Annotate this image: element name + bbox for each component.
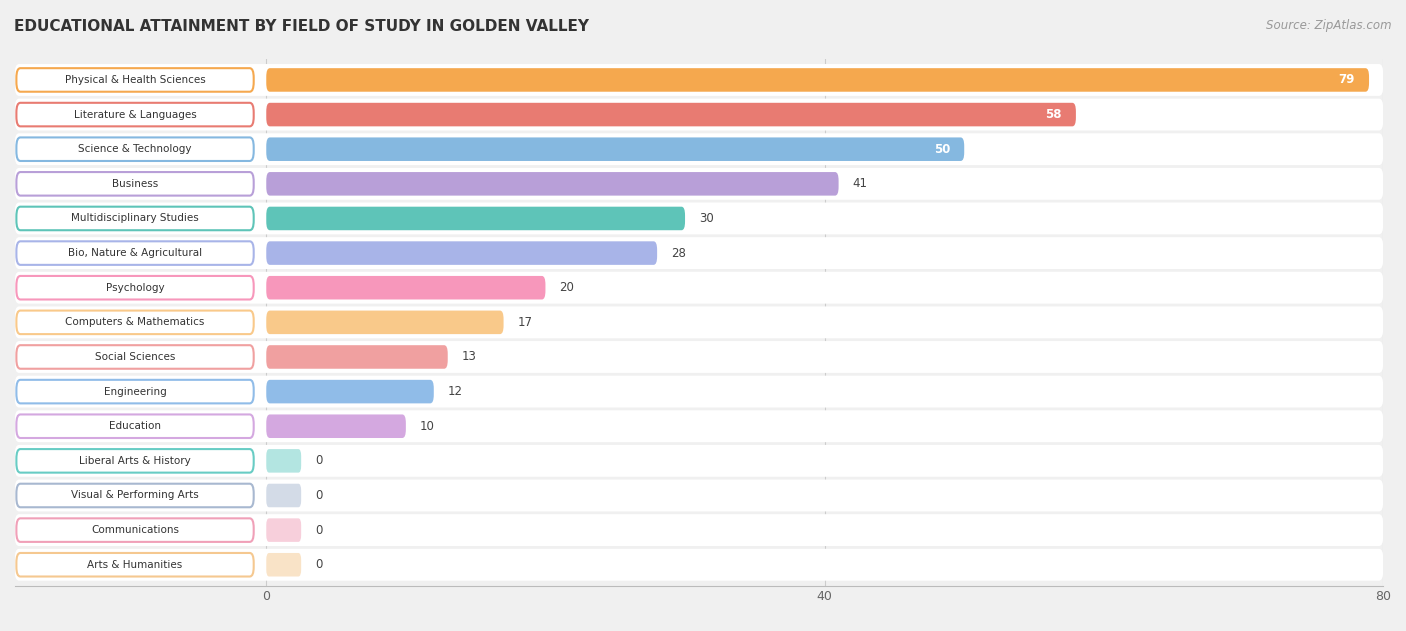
Text: Arts & Humanities: Arts & Humanities xyxy=(87,560,183,570)
Text: 20: 20 xyxy=(560,281,574,294)
FancyBboxPatch shape xyxy=(14,341,1384,373)
FancyBboxPatch shape xyxy=(17,518,253,542)
FancyBboxPatch shape xyxy=(266,103,1076,126)
FancyBboxPatch shape xyxy=(17,380,253,403)
FancyBboxPatch shape xyxy=(266,138,965,161)
Text: Multidisciplinary Studies: Multidisciplinary Studies xyxy=(72,213,198,223)
Text: Engineering: Engineering xyxy=(104,387,166,397)
FancyBboxPatch shape xyxy=(266,172,838,196)
FancyBboxPatch shape xyxy=(17,207,253,230)
FancyBboxPatch shape xyxy=(14,203,1384,234)
FancyBboxPatch shape xyxy=(14,480,1384,511)
FancyBboxPatch shape xyxy=(14,237,1384,269)
Text: 0: 0 xyxy=(315,489,322,502)
Text: 58: 58 xyxy=(1046,108,1062,121)
FancyBboxPatch shape xyxy=(14,410,1384,442)
Text: 79: 79 xyxy=(1339,73,1355,86)
FancyBboxPatch shape xyxy=(17,276,253,300)
Text: 0: 0 xyxy=(315,524,322,536)
Text: Visual & Performing Arts: Visual & Performing Arts xyxy=(72,490,198,500)
FancyBboxPatch shape xyxy=(266,241,657,265)
Text: 17: 17 xyxy=(517,316,533,329)
FancyBboxPatch shape xyxy=(17,103,253,126)
FancyBboxPatch shape xyxy=(266,553,301,577)
Text: 0: 0 xyxy=(315,558,322,571)
FancyBboxPatch shape xyxy=(266,484,301,507)
Text: Education: Education xyxy=(110,422,162,431)
Text: EDUCATIONAL ATTAINMENT BY FIELD OF STUDY IN GOLDEN VALLEY: EDUCATIONAL ATTAINMENT BY FIELD OF STUDY… xyxy=(14,19,589,34)
Text: Communications: Communications xyxy=(91,525,179,535)
Text: Liberal Arts & History: Liberal Arts & History xyxy=(79,456,191,466)
Text: 30: 30 xyxy=(699,212,714,225)
Text: 10: 10 xyxy=(420,420,434,433)
FancyBboxPatch shape xyxy=(266,415,406,438)
FancyBboxPatch shape xyxy=(14,514,1384,546)
FancyBboxPatch shape xyxy=(14,307,1384,338)
FancyBboxPatch shape xyxy=(266,380,434,403)
Text: Computers & Mathematics: Computers & Mathematics xyxy=(65,317,205,327)
Text: 13: 13 xyxy=(461,350,477,363)
Text: 50: 50 xyxy=(934,143,950,156)
FancyBboxPatch shape xyxy=(17,345,253,369)
FancyBboxPatch shape xyxy=(14,133,1384,165)
FancyBboxPatch shape xyxy=(17,138,253,161)
FancyBboxPatch shape xyxy=(266,310,503,334)
FancyBboxPatch shape xyxy=(17,172,253,196)
Text: Business: Business xyxy=(112,179,157,189)
FancyBboxPatch shape xyxy=(266,518,301,542)
FancyBboxPatch shape xyxy=(17,241,253,265)
FancyBboxPatch shape xyxy=(266,449,301,473)
FancyBboxPatch shape xyxy=(14,98,1384,131)
FancyBboxPatch shape xyxy=(14,375,1384,408)
FancyBboxPatch shape xyxy=(266,276,546,300)
Text: Source: ZipAtlas.com: Source: ZipAtlas.com xyxy=(1267,19,1392,32)
Text: Literature & Languages: Literature & Languages xyxy=(73,110,197,120)
FancyBboxPatch shape xyxy=(14,272,1384,304)
FancyBboxPatch shape xyxy=(266,345,447,369)
FancyBboxPatch shape xyxy=(17,484,253,507)
Text: 0: 0 xyxy=(315,454,322,468)
Text: 12: 12 xyxy=(447,385,463,398)
FancyBboxPatch shape xyxy=(17,310,253,334)
FancyBboxPatch shape xyxy=(17,449,253,473)
Text: Psychology: Psychology xyxy=(105,283,165,293)
FancyBboxPatch shape xyxy=(14,64,1384,96)
Text: Social Sciences: Social Sciences xyxy=(94,352,176,362)
Text: Physical & Health Sciences: Physical & Health Sciences xyxy=(65,75,205,85)
Text: Science & Technology: Science & Technology xyxy=(79,144,191,154)
FancyBboxPatch shape xyxy=(14,445,1384,477)
Text: 41: 41 xyxy=(852,177,868,191)
FancyBboxPatch shape xyxy=(17,553,253,577)
FancyBboxPatch shape xyxy=(17,415,253,438)
FancyBboxPatch shape xyxy=(14,168,1384,200)
FancyBboxPatch shape xyxy=(17,68,253,91)
Text: 28: 28 xyxy=(671,247,686,259)
Text: Bio, Nature & Agricultural: Bio, Nature & Agricultural xyxy=(67,248,202,258)
FancyBboxPatch shape xyxy=(14,549,1384,581)
FancyBboxPatch shape xyxy=(266,68,1369,91)
FancyBboxPatch shape xyxy=(266,207,685,230)
